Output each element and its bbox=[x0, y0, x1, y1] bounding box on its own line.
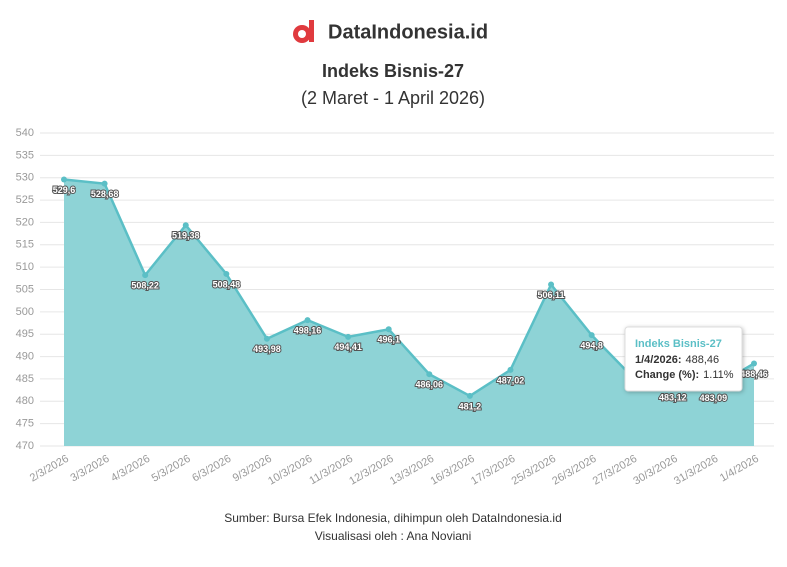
value-label: 486,06 bbox=[416, 380, 444, 390]
y-tick-label: 530 bbox=[16, 172, 34, 184]
x-tick-label: 2/3/2026 bbox=[28, 453, 71, 485]
y-tick-label: 520 bbox=[16, 216, 34, 228]
point bbox=[263, 335, 270, 342]
y-tick-label: 510 bbox=[16, 261, 34, 273]
value-label: 496,1 bbox=[377, 335, 400, 345]
value-label: 498,16 bbox=[294, 325, 322, 335]
value-label: 483,09 bbox=[700, 393, 728, 403]
y-tick-label: 485 bbox=[16, 373, 34, 385]
y-tick-label: 475 bbox=[16, 418, 34, 430]
point bbox=[426, 371, 433, 378]
point bbox=[182, 222, 189, 229]
value-label: 481,2 bbox=[459, 401, 482, 411]
point bbox=[385, 326, 392, 333]
y-tick-label: 515 bbox=[16, 239, 34, 251]
point bbox=[588, 332, 595, 339]
point bbox=[223, 270, 230, 277]
x-tick-label: 26/3/2026 bbox=[550, 453, 598, 488]
point bbox=[304, 317, 311, 324]
logo bbox=[293, 20, 314, 43]
tooltip-row: Change (%): 1.11% bbox=[635, 369, 734, 381]
x-tick-label: 10/3/2026 bbox=[266, 453, 314, 488]
x-tick-label: 13/3/2026 bbox=[388, 453, 436, 488]
chart-title: Indeks Bisnis-27 bbox=[322, 61, 464, 81]
point bbox=[548, 281, 555, 288]
area bbox=[64, 179, 754, 446]
x-tick-label: 1/4/2026 bbox=[718, 453, 761, 485]
y-tick-label: 490 bbox=[16, 350, 34, 362]
y-tick-label: 495 bbox=[16, 328, 34, 340]
y-tick-label: 500 bbox=[16, 306, 34, 318]
y-tick-label: 535 bbox=[16, 149, 34, 161]
chart-subtitle: (2 Maret - 1 April 2026) bbox=[301, 88, 485, 108]
value-label: 494,8 bbox=[580, 340, 603, 350]
y-tick-label: 480 bbox=[16, 395, 34, 407]
tooltip-text: 1/4/2026: bbox=[635, 354, 681, 366]
plot: 470 475 480 485 490 495 500 505 510 515 520 525 530 5… bbox=[16, 127, 774, 488]
y-tick-label: 525 bbox=[16, 194, 34, 206]
x-tick-label: 11/3/2026 bbox=[307, 453, 355, 487]
value-label: 519,38 bbox=[172, 231, 200, 241]
value-label: 508,48 bbox=[213, 279, 241, 289]
x-tick-label: 30/3/2026 bbox=[631, 453, 679, 488]
y-tick-label: 540 bbox=[16, 127, 34, 139]
x-tick-label: 17/3/2026 bbox=[469, 453, 517, 488]
point bbox=[466, 392, 473, 399]
point bbox=[751, 360, 757, 367]
x-tick-label: 5/3/2026 bbox=[150, 453, 193, 485]
point bbox=[142, 272, 149, 279]
x-tick-label: 16/3/2026 bbox=[428, 453, 476, 488]
tooltip-title: Indeks Bisnis-27 bbox=[635, 338, 722, 350]
y-tick-label: 505 bbox=[16, 283, 34, 295]
value-label: 494,41 bbox=[334, 342, 362, 352]
tooltip-row: 1/4/2026: 488,46 bbox=[635, 354, 719, 366]
value-label: 508,22 bbox=[131, 280, 159, 290]
credit: Visualisasi oleh : Ana Noviani bbox=[315, 529, 472, 543]
x-tick-label: 25/3/2026 bbox=[510, 453, 558, 488]
tooltip: Indeks Bisnis-27 1/4/2026: 488,46 Change (%… bbox=[624, 326, 743, 392]
x-tick-label: 3/3/2026 bbox=[68, 453, 111, 485]
point bbox=[345, 333, 352, 340]
value-label: 488,46 bbox=[740, 369, 768, 379]
x-tick-label: 31/3/2026 bbox=[672, 453, 720, 488]
value-label: 528,68 bbox=[91, 189, 119, 199]
x-tick-label: 27/3/2026 bbox=[591, 453, 639, 488]
y-tick-label: 470 bbox=[16, 440, 34, 452]
tooltip-box bbox=[624, 326, 743, 392]
x-tick-label: 6/3/2026 bbox=[190, 453, 233, 485]
value-label: 493,98 bbox=[253, 344, 281, 354]
x-tick-label: 12/3/2026 bbox=[347, 453, 395, 488]
point bbox=[101, 180, 108, 187]
value-label: 529,6 bbox=[53, 185, 76, 195]
value-label: 506,11 bbox=[538, 290, 565, 300]
value-label: 487,02 bbox=[497, 375, 525, 385]
tooltip-text: 488,46 bbox=[685, 354, 719, 366]
tooltip-text: 1.11% bbox=[703, 369, 734, 381]
tooltip-text: Change (%): bbox=[635, 369, 699, 381]
x-tick-label: 4/3/2026 bbox=[109, 453, 152, 485]
point bbox=[507, 366, 514, 373]
value-label: 483,12 bbox=[659, 393, 687, 403]
point bbox=[61, 176, 67, 183]
brand: DataIndonesia.id bbox=[328, 21, 488, 43]
source: Sumber: Bursa Efek Indonesia, dihimpun o… bbox=[224, 511, 562, 525]
